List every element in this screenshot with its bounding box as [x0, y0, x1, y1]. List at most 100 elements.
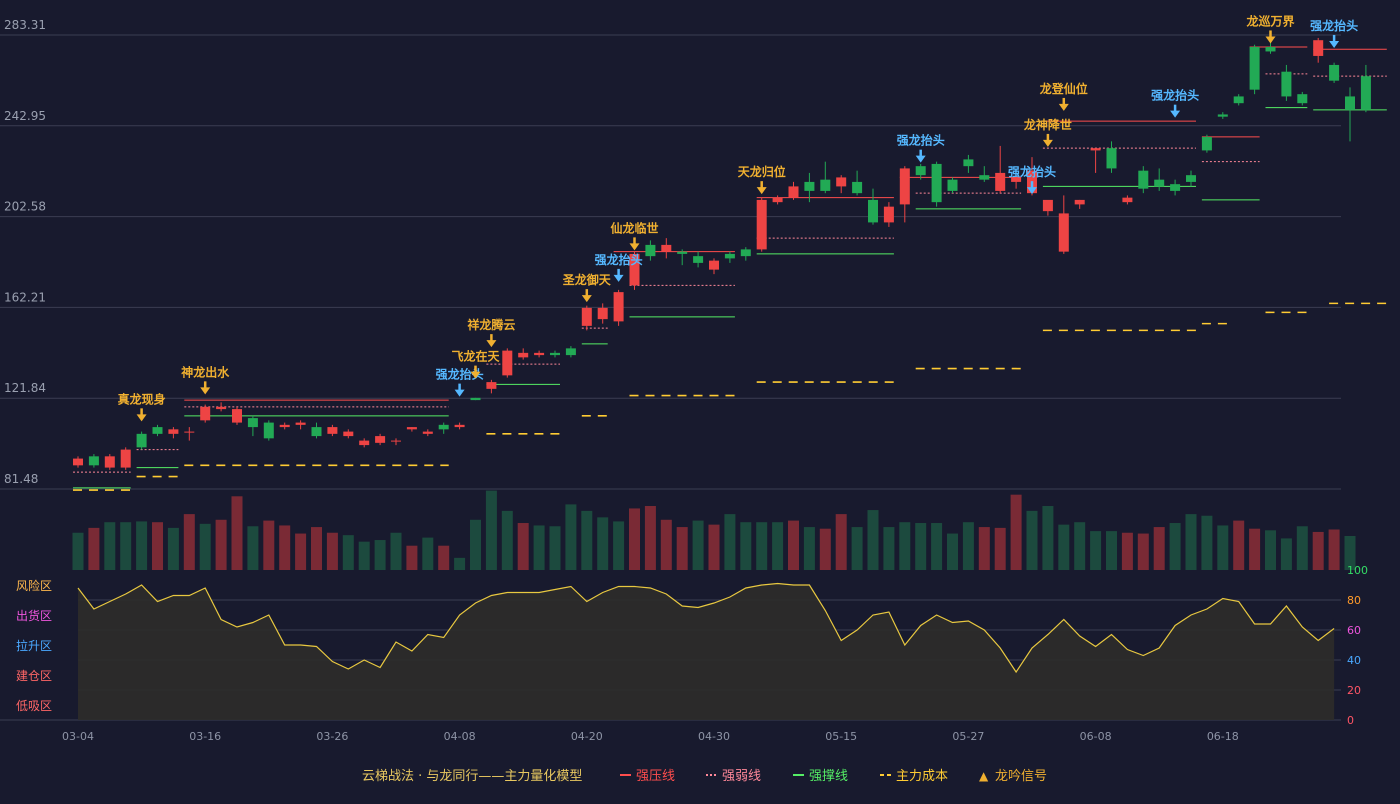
volume-bar — [517, 523, 529, 570]
candle-body — [486, 382, 497, 389]
signal-arrow-head — [1265, 36, 1276, 44]
candle-body — [534, 352, 545, 356]
volume-bar — [1328, 529, 1340, 570]
volume-bar — [644, 506, 656, 570]
candle-body — [311, 427, 322, 437]
candle-body — [359, 440, 370, 446]
volume-bar — [772, 522, 784, 570]
volume-bar — [724, 514, 736, 570]
candle-body — [1233, 96, 1244, 104]
x-tick-label: 05-27 — [952, 730, 984, 743]
candle-body — [1106, 148, 1117, 169]
volume-bar — [613, 521, 625, 570]
signal-arrow-head — [629, 243, 640, 251]
candle-body — [1138, 170, 1149, 189]
x-tick-label: 04-20 — [571, 730, 603, 743]
candle-body — [613, 292, 624, 322]
x-tick-label: 05-15 — [825, 730, 857, 743]
volume-bar — [660, 519, 672, 570]
osc-tick-label: 0 — [1347, 714, 1354, 727]
volume-bar — [947, 533, 958, 570]
candle-body — [88, 456, 99, 466]
signal-label: 龙神降世 — [1024, 117, 1072, 132]
volume-bar — [692, 520, 704, 570]
volume-bar — [931, 523, 943, 570]
candle-body — [1281, 71, 1292, 97]
candle-body — [550, 352, 560, 356]
signal-label: 强龙抬头 — [1151, 88, 1199, 103]
legend-item-label: 主力成本 — [896, 769, 948, 784]
candle-body — [470, 397, 481, 401]
candle-body — [788, 186, 799, 198]
osc-zone-label: 拉升区 — [16, 638, 52, 653]
volume-bar — [342, 535, 354, 570]
volume-bar — [549, 526, 561, 570]
price-tick-label: 81.48 — [4, 472, 38, 486]
candle-body — [629, 253, 640, 286]
oscillator-line — [77, 582, 1335, 674]
volume-bar — [279, 525, 291, 570]
volume-bar — [1296, 526, 1308, 570]
candle-body — [343, 431, 354, 437]
candle-body — [184, 431, 195, 433]
volume-bar — [962, 522, 974, 570]
volume-bar — [1106, 531, 1117, 570]
volume-bar — [454, 557, 466, 570]
volume-bar — [326, 532, 338, 570]
volume-bar — [915, 523, 927, 570]
osc-zone-label: 建仓区 — [16, 669, 52, 683]
osc-tick-label: 80 — [1347, 594, 1361, 607]
signal-label: 神龙出水 — [181, 364, 230, 379]
volume-bar — [136, 521, 148, 570]
candle-body — [963, 159, 974, 167]
signal-arrow-head — [1329, 40, 1340, 48]
candle-body — [820, 179, 831, 191]
candle-body — [1265, 46, 1276, 52]
signal-arrow-head — [613, 274, 624, 282]
signal-label: 强龙抬头 — [1008, 164, 1056, 179]
candle-body — [995, 172, 1006, 191]
volume-bar — [311, 527, 322, 570]
candle-body — [693, 256, 704, 263]
candle-body — [422, 431, 433, 434]
volume-bar — [1233, 520, 1245, 570]
volume-bar — [1249, 528, 1261, 570]
x-tick-label: 06-18 — [1207, 730, 1239, 743]
price-tick-label: 283.31 — [4, 18, 46, 32]
candle-body — [168, 429, 179, 434]
volume-bar — [803, 527, 815, 570]
candle-body — [597, 307, 608, 320]
candle-body — [709, 260, 719, 270]
volume-bar — [899, 522, 911, 570]
candle-body — [200, 406, 211, 421]
volume-bar — [295, 533, 307, 570]
volume-bar — [1185, 514, 1197, 570]
candle-body — [295, 422, 306, 425]
candle-body — [502, 350, 513, 376]
legend-swatch-triangle: ▲ — [979, 769, 989, 783]
candle-body — [661, 244, 672, 252]
volume-bar — [406, 545, 418, 570]
price-tick-label: 162.21 — [4, 290, 46, 304]
signal-label: 真龙现身 — [118, 391, 166, 406]
x-tick-label: 04-08 — [444, 730, 476, 743]
candle-body — [406, 427, 417, 430]
volume-bar — [104, 522, 116, 570]
signal-arrow-head — [1042, 139, 1053, 147]
volume-bar — [1074, 522, 1086, 570]
volume-bar — [1280, 538, 1292, 570]
price-tick-label: 242.95 — [4, 109, 46, 123]
volume-bar — [1153, 527, 1165, 570]
legend-item-label: 龙吟信号 — [995, 768, 1047, 784]
candle-body — [581, 307, 592, 326]
signal-arrow-head — [1027, 187, 1037, 195]
candle-body — [740, 249, 751, 257]
volume-bar — [1217, 525, 1229, 570]
volume-bar — [581, 510, 593, 570]
candle-body — [836, 177, 847, 187]
volume-bar — [565, 504, 577, 570]
osc-zone-label: 出货区 — [16, 608, 52, 623]
candle-body — [1122, 197, 1133, 203]
volume-bar — [470, 519, 481, 570]
